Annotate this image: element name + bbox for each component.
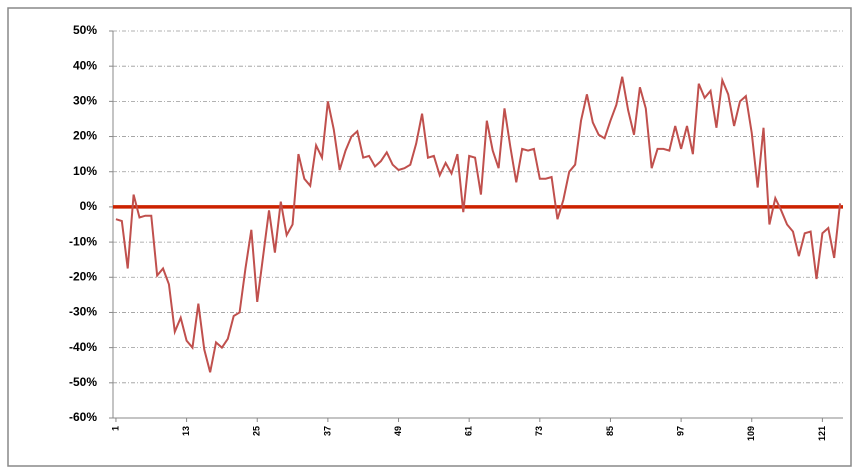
x-tick-label: 61: [464, 426, 474, 436]
x-tick-label: 73: [534, 426, 544, 436]
y-tick-label: 50%: [73, 23, 97, 37]
y-tick-label: -20%: [69, 269, 97, 283]
x-tick-label: 121: [817, 426, 827, 441]
x-tick-label: 37: [322, 426, 332, 436]
y-tick-label: -50%: [69, 375, 97, 389]
y-tick-label: -40%: [69, 340, 97, 354]
x-tick-label: 109: [746, 426, 756, 441]
x-tick-label: 13: [181, 426, 191, 436]
chart-frame: [7, 7, 852, 467]
y-tick-label: 20%: [73, 129, 97, 143]
y-tick-label: 0%: [80, 199, 98, 213]
y-tick-label: -10%: [69, 234, 97, 248]
y-tick-label: -60%: [69, 410, 97, 424]
y-tick-label: -30%: [69, 305, 97, 319]
y-tick-label: 40%: [73, 58, 97, 72]
y-tick-label: 10%: [73, 164, 97, 178]
y-tick-label: 30%: [73, 94, 97, 108]
x-tick-label: 49: [393, 426, 403, 436]
x-tick-label: 97: [675, 426, 685, 436]
data-line: [115, 76, 842, 373]
x-tick-label: 1: [110, 426, 120, 431]
x-tick-label: 85: [605, 426, 615, 436]
x-tick-label: 25: [252, 426, 262, 436]
